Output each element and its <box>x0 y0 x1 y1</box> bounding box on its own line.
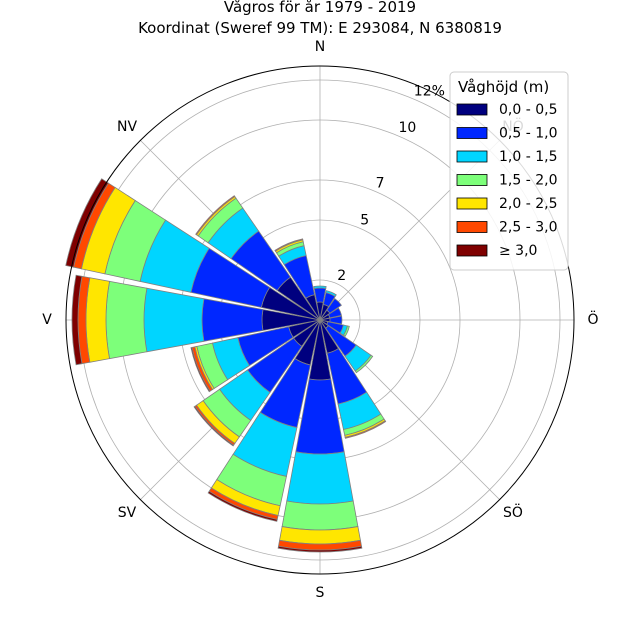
bar-segment-ÖSÖ <box>342 325 350 337</box>
legend-swatch <box>456 197 488 210</box>
chart-title: Vågros för år 1979 - 2019 <box>224 0 416 16</box>
bar-segment-V <box>71 274 83 366</box>
legend-label: 0,5 - 1,0 <box>499 126 557 142</box>
legend-swatch <box>456 150 488 163</box>
bar-segment-V <box>105 280 148 360</box>
legend-label: 1,0 - 1,5 <box>499 149 557 165</box>
bar-segment-S <box>286 451 354 505</box>
radial-tick-label: 12% <box>414 83 445 99</box>
bar-segment-VSV <box>190 346 211 393</box>
direction-label: SÖ <box>503 503 523 521</box>
bar-segment-N <box>313 285 327 289</box>
radial-tick-label: 5 <box>360 213 369 229</box>
outer-circle-layer <box>65 65 575 575</box>
legend-label: ≥ 3,0 <box>499 243 537 259</box>
legend-label: 2,5 - 3,0 <box>499 220 557 236</box>
bar-segment-S <box>281 500 359 531</box>
direction-label: V <box>42 312 52 328</box>
legend-swatch <box>456 103 488 116</box>
legend-swatch <box>456 244 488 257</box>
bar-segment-V <box>85 277 110 363</box>
legend-swatch <box>456 174 488 186</box>
legend-title: Våghöjd (m) <box>458 78 549 96</box>
bar-segment-SSV <box>207 490 278 522</box>
legend-label: 1,5 - 2,0 <box>499 173 557 189</box>
legend-swatch <box>456 221 488 233</box>
bar-segment-S <box>277 545 363 553</box>
chart-subtitle: Koordinat (Sweref 99 TM): E 293084, N 63… <box>138 19 502 37</box>
radial-tick-label: 2 <box>337 268 346 284</box>
legend-label: 2,0 - 2,5 <box>499 196 557 212</box>
legend-items: 0,0 - 0,5 0,5 - 1,0 1,0 - 1,5 1,5 - 2,0 2,0 … <box>456 102 557 259</box>
direction-label: N <box>315 39 325 55</box>
bar-segment-SSÖ <box>344 420 387 439</box>
legend-box <box>449 71 569 271</box>
direction-label: S <box>316 585 325 601</box>
bar-segment-NV <box>195 195 236 236</box>
legend-swatch <box>456 127 488 139</box>
bar-segment-SÖ <box>354 354 374 374</box>
direction-label: Ö <box>587 310 598 328</box>
radial-tick-label: 7 <box>376 176 385 192</box>
bars-layer <box>65 178 387 553</box>
radial-tick-label: 10 <box>399 120 417 136</box>
bar-segment-NNÖ <box>325 290 337 298</box>
legend-label: 0,0 - 0,5 <box>499 102 557 118</box>
direction-label: SV <box>118 505 137 521</box>
bar-segment-SV <box>193 405 235 447</box>
legend: Våghöjd (m) 0,0 - 0,5 0,5 - 1,0 1,0 - 1,5 1… <box>449 71 569 271</box>
outer-circle <box>65 65 575 575</box>
bar-segment-NNV <box>274 238 304 252</box>
bar-segment-Ö <box>329 315 343 325</box>
bar-segment-V <box>143 287 205 353</box>
direction-label: NV <box>117 119 137 135</box>
bar-segment-VNV <box>65 178 109 268</box>
bar-segment-ÖNÖ <box>327 307 342 319</box>
radial-tick-labels: 2 5 7 10 12% <box>337 83 445 284</box>
bar-segment-NÖ <box>326 298 342 314</box>
